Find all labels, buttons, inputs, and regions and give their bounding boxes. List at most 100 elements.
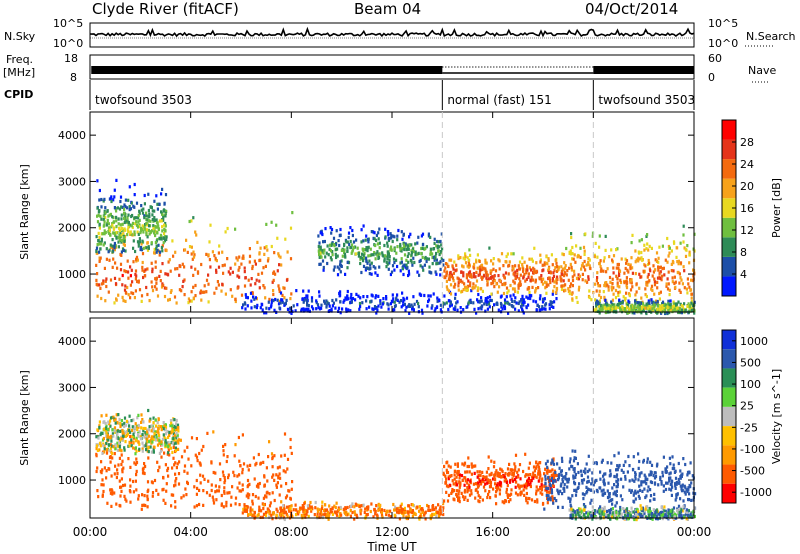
power-data-cell [345,297,348,301]
power-data-cell [476,253,479,257]
power-data-cell [231,270,234,274]
velocity-data-cell [650,480,654,485]
velocity-data-cell [329,510,332,514]
velocity-data-cell [151,425,154,429]
power-data-cell [321,232,324,237]
power-data-cell [672,300,675,304]
power-data-cell [119,233,122,237]
power-data-cell [369,247,372,251]
velocity-data-cell [137,434,140,438]
velocity-data-cell [234,502,237,506]
power-data-cell [462,274,465,278]
velocity-data-cell [544,467,547,471]
colorbar-tick-label: 20 [740,180,754,193]
velocity-data-cell [655,464,659,468]
power-data-cell [410,253,413,257]
power-data-cell [679,290,682,294]
velocity-data-cell [568,467,571,471]
power-data-cell [196,270,200,274]
power-data-cell [667,308,670,313]
velocity-data-cell [525,482,528,486]
velocity-data-cell [456,464,459,468]
velocity-data-cell [509,468,512,472]
power-data-cell [112,220,116,224]
power-data-cell [669,299,672,303]
velocity-data-cell [587,480,590,484]
velocity-data-cell [451,488,454,492]
power-data-cell [121,232,125,237]
velocity-data-cell [532,474,535,478]
power-data-cell [267,300,270,304]
power-data-cell [315,299,318,303]
power-data-cell [236,274,239,278]
power-data-cell [518,260,522,264]
power-data-cell [113,276,117,280]
velocity-data-cell [168,453,171,457]
power-data-cell [512,272,515,276]
power-data-cell [475,279,479,283]
power-data-cell [120,250,123,254]
power-data-cell [621,305,624,309]
power-data-cell [463,285,467,289]
velocity-data-cell [586,475,590,479]
power-data-cell [96,272,99,276]
power-data-cell [625,261,628,265]
velocity-data-cell [641,480,644,484]
velocity-data-cell [115,475,118,480]
velocity-data-cell [175,422,178,426]
power-data-cell [162,216,165,220]
power-data-cell [148,232,151,236]
power-data-cell [169,290,172,294]
power-data-cell [547,258,550,262]
velocity-data-cell [573,456,576,460]
power-data-cell [640,301,643,305]
velocity-data-cell [640,480,643,484]
velocity-data-cell [668,479,671,483]
power-data-cell [538,305,541,309]
power-data-cell [155,287,158,291]
power-data-cell [107,290,110,294]
power-data-cell [141,265,144,269]
power-data-cell [337,306,341,310]
velocity-data-cell [450,491,453,495]
velocity-data-cell [144,503,147,508]
velocity-data-cell [333,504,336,508]
power-data-cell [124,198,127,202]
power-data-cell [601,306,604,310]
power-data-cell [215,270,218,274]
power-data-cell [566,269,569,273]
power-data-cell [452,307,455,311]
power-data-cell [427,257,430,261]
power-data-cell [441,247,444,251]
velocity-data-cell [662,484,665,488]
velocity-data-cell [118,479,121,483]
power-data-cell [596,282,599,286]
power-colorbar-segment [722,256,736,277]
velocity-data-cell [289,437,292,442]
velocity-data-cell [268,512,271,516]
power-data-cell [514,264,517,268]
velocity-data-cell [326,510,329,514]
power-data-cell [634,293,637,297]
power-data-cell [456,276,459,280]
velocity-data-cell [418,509,421,513]
power-data-cell [366,246,369,250]
velocity-data-cell [498,474,501,479]
power-data-cell [453,285,456,289]
velocity-data-cell [162,433,165,437]
power-data-cell [402,303,405,307]
velocity-data-cell [580,511,583,515]
power-data-cell [173,295,177,299]
velocity-data-cell [516,470,519,474]
power-data-cell [141,260,144,265]
power-data-cell [469,253,472,257]
power-data-cell [155,194,158,198]
power-data-cell [190,252,193,256]
power-data-cell [116,231,119,235]
power-data-cell [113,231,116,235]
power-data-cell [242,303,245,307]
velocity-data-cell [609,498,613,502]
velocity-data-cell [541,492,544,496]
velocity-data-cell [546,501,549,505]
power-data-cell [115,231,118,235]
